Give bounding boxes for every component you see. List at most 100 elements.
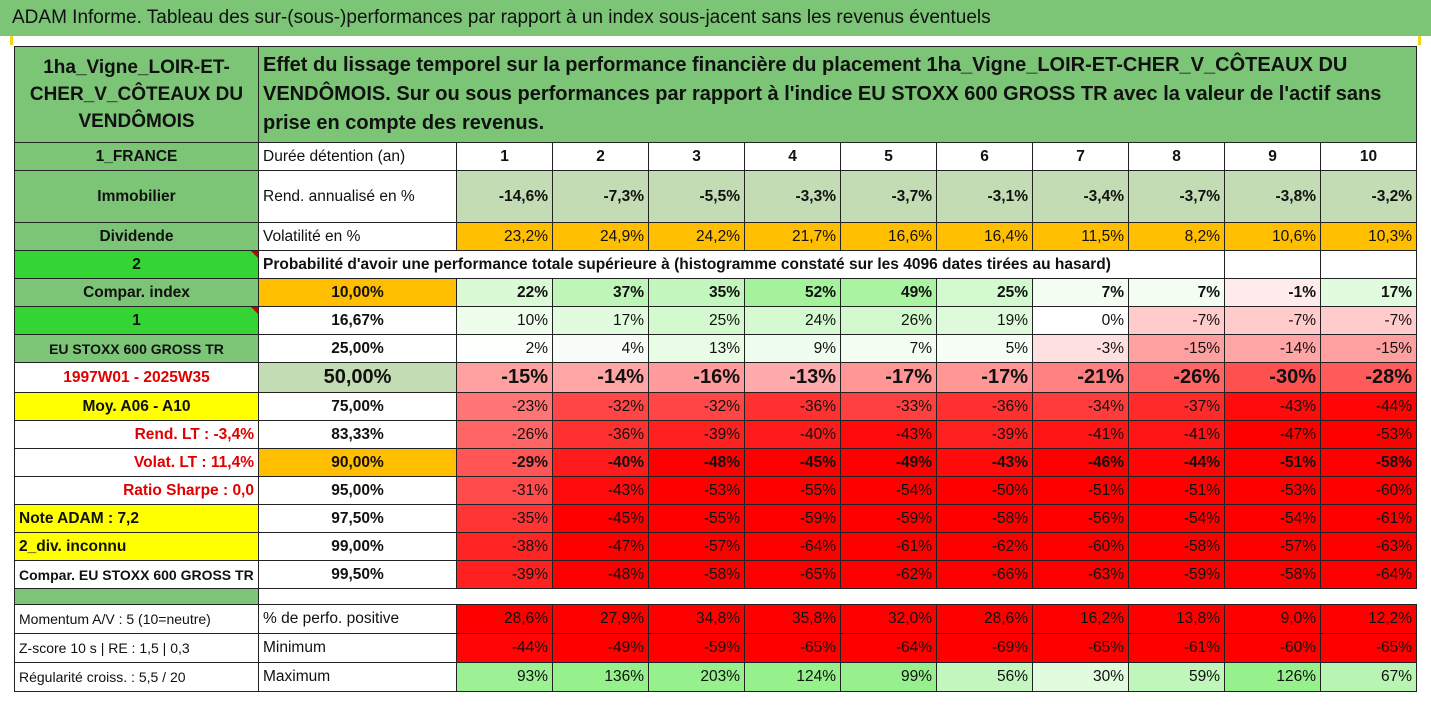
stat-value: 30%: [1032, 662, 1129, 692]
selector-2[interactable]: 2: [14, 250, 259, 279]
quantile-value: -55%: [744, 476, 841, 505]
momentum-label: Momentum A/V : 5 (10=neutre): [14, 604, 259, 634]
quantile-value: -21%: [1032, 362, 1129, 393]
quantile-value: -39%: [648, 420, 745, 449]
index-name-label: EU STOXX 600 GROSS TR: [14, 334, 259, 363]
quantile-value: -63%: [1032, 560, 1129, 589]
quantile-value: 17%: [1319, 278, 1418, 307]
asset-name: 1ha_Vigne_LOIR-ET-CHER_V_CÔTEAUX DU VEND…: [14, 46, 259, 143]
quantile-value: -64%: [744, 532, 841, 561]
table-row: Compar. index 10,00% 22% 37% 35% 52% 49% 25% 7% 7…: [14, 278, 1418, 307]
report-heading: Effet du lissage temporel sur la perform…: [257, 46, 1418, 143]
quantile-value: 22%: [456, 278, 553, 307]
stat-value: -44%: [456, 633, 553, 663]
quantile-value: -43%: [1224, 392, 1321, 421]
stat-value: 28,6%: [936, 604, 1033, 634]
table-row: EU STOXX 600 GROSS TR 25,00% 2% 4% 13% 9% 7% 5%…: [14, 334, 1418, 363]
year-header: 7: [1032, 142, 1129, 171]
rend-value: -3,4%: [1032, 170, 1129, 223]
spacer-cell: [1320, 588, 1417, 605]
quantile-value: -29%: [456, 448, 553, 477]
quantile-value: -36%: [744, 392, 841, 421]
table-row: Dividende Volatilité en % 23,2% 24,9% 24,2% 2…: [14, 222, 1418, 251]
quantile-value: -7%: [1319, 306, 1418, 335]
stat-label: % de perfo. positive: [258, 604, 457, 634]
quantile-value: 25%: [936, 278, 1033, 307]
quantile-value: -66%: [936, 560, 1033, 589]
quantile-value: -1%: [1224, 278, 1321, 307]
quantile-value: -60%: [1032, 532, 1129, 561]
quantile-value: -15%: [1128, 334, 1225, 363]
report-title: ADAM Informe. Tableau des sur-(sous-)per…: [0, 0, 1431, 36]
quantile-percent: 10,00%: [258, 278, 457, 307]
table-row: 2_div. inconnu 99,00% -38% -47% -57% -64% -61%…: [14, 532, 1418, 561]
quantile-value: -57%: [648, 532, 745, 561]
quantile-value: -49%: [840, 448, 937, 477]
rend-lt-label: Rend. LT : -3,4%: [14, 420, 259, 449]
stat-value: 9,0%: [1224, 604, 1321, 634]
quantile-value: -65%: [744, 560, 841, 589]
quantile-percent: 25,00%: [258, 334, 457, 363]
proba-heading: Probabilité d'avoir une performance tota…: [258, 250, 1225, 279]
quantile-percent: 83,33%: [258, 420, 457, 449]
stat-value: 203%: [648, 662, 745, 692]
volat-value: 8,2%: [1128, 222, 1225, 251]
year-header: 10: [1319, 142, 1418, 171]
sharpe-label: Ratio Sharpe : 0,0: [14, 476, 259, 505]
spacer-cell: [936, 588, 1033, 605]
quantile-value: -53%: [1224, 476, 1321, 505]
div-label: 2_div. inconnu: [14, 532, 259, 561]
table-row: 1ha_Vigne_LOIR-ET-CHER_V_CÔTEAUX DU VEND…: [14, 46, 1418, 143]
quantile-value: -57%: [1224, 532, 1321, 561]
quantile-value: 5%: [936, 334, 1033, 363]
quantile-value: -17%: [840, 362, 937, 393]
category-label: Immobilier: [14, 170, 259, 223]
quantile-value: -58%: [1224, 560, 1321, 589]
quantile-value: -48%: [552, 560, 649, 589]
moy-label: Moy. A06 - A10: [14, 392, 259, 421]
table-row: Rend. LT : -3,4% 83,33% -26% -36% -39% -40% -4…: [14, 420, 1418, 449]
quantile-value: -64%: [1319, 560, 1418, 589]
quantile-value: 19%: [936, 306, 1033, 335]
quantile-value: 25%: [648, 306, 745, 335]
quantile-value: -13%: [744, 362, 841, 393]
quantile-percent: 99,00%: [258, 532, 457, 561]
quantile-value: 52%: [744, 278, 841, 307]
quantile-value: -51%: [1128, 476, 1225, 505]
table-row: Moy. A06 - A10 75,00% -23% -32% -32% -36% -33%…: [14, 392, 1418, 421]
volat-lt-label: Volat. LT : 11,4%: [14, 448, 259, 477]
quantile-value: -26%: [1128, 362, 1225, 393]
quantile-value: -45%: [744, 448, 841, 477]
year-header: 4: [744, 142, 841, 171]
quantile-percent: 90,00%: [258, 448, 457, 477]
selector-1[interactable]: 1: [14, 306, 259, 335]
stat-value: -60%: [1224, 633, 1321, 663]
quantile-percent: 75,00%: [258, 392, 457, 421]
stat-value: 67%: [1319, 662, 1418, 692]
frame-corner-left: [10, 36, 13, 45]
spacer-cell: [552, 588, 649, 605]
quantile-value: -39%: [936, 420, 1033, 449]
quantile-percent: 99,50%: [258, 560, 457, 589]
quantile-value: -62%: [840, 560, 937, 589]
quantile-value: 49%: [840, 278, 937, 307]
volat-value: 23,2%: [456, 222, 553, 251]
volat-value: 10,3%: [1319, 222, 1418, 251]
stat-value: 136%: [552, 662, 649, 692]
rend-value: -5,5%: [648, 170, 745, 223]
quantile-value: -14%: [1224, 334, 1321, 363]
quantile-value: -43%: [552, 476, 649, 505]
year-header: 6: [936, 142, 1033, 171]
quantile-value: -58%: [1128, 532, 1225, 561]
quantile-value: -59%: [1128, 560, 1225, 589]
quantile-value: -54%: [840, 476, 937, 505]
note-label: Note ADAM : 7,2: [14, 504, 259, 533]
quantile-value: 7%: [1032, 278, 1129, 307]
table-row: Momentum A/V : 5 (10=neutre)% de perfo. …: [14, 604, 1418, 634]
quantile-value: -40%: [744, 420, 841, 449]
quantile-value: 17%: [552, 306, 649, 335]
quantile-value: 37%: [552, 278, 649, 307]
quantile-value: -36%: [936, 392, 1033, 421]
quantile-value: -48%: [648, 448, 745, 477]
quantile-value: -55%: [648, 504, 745, 533]
